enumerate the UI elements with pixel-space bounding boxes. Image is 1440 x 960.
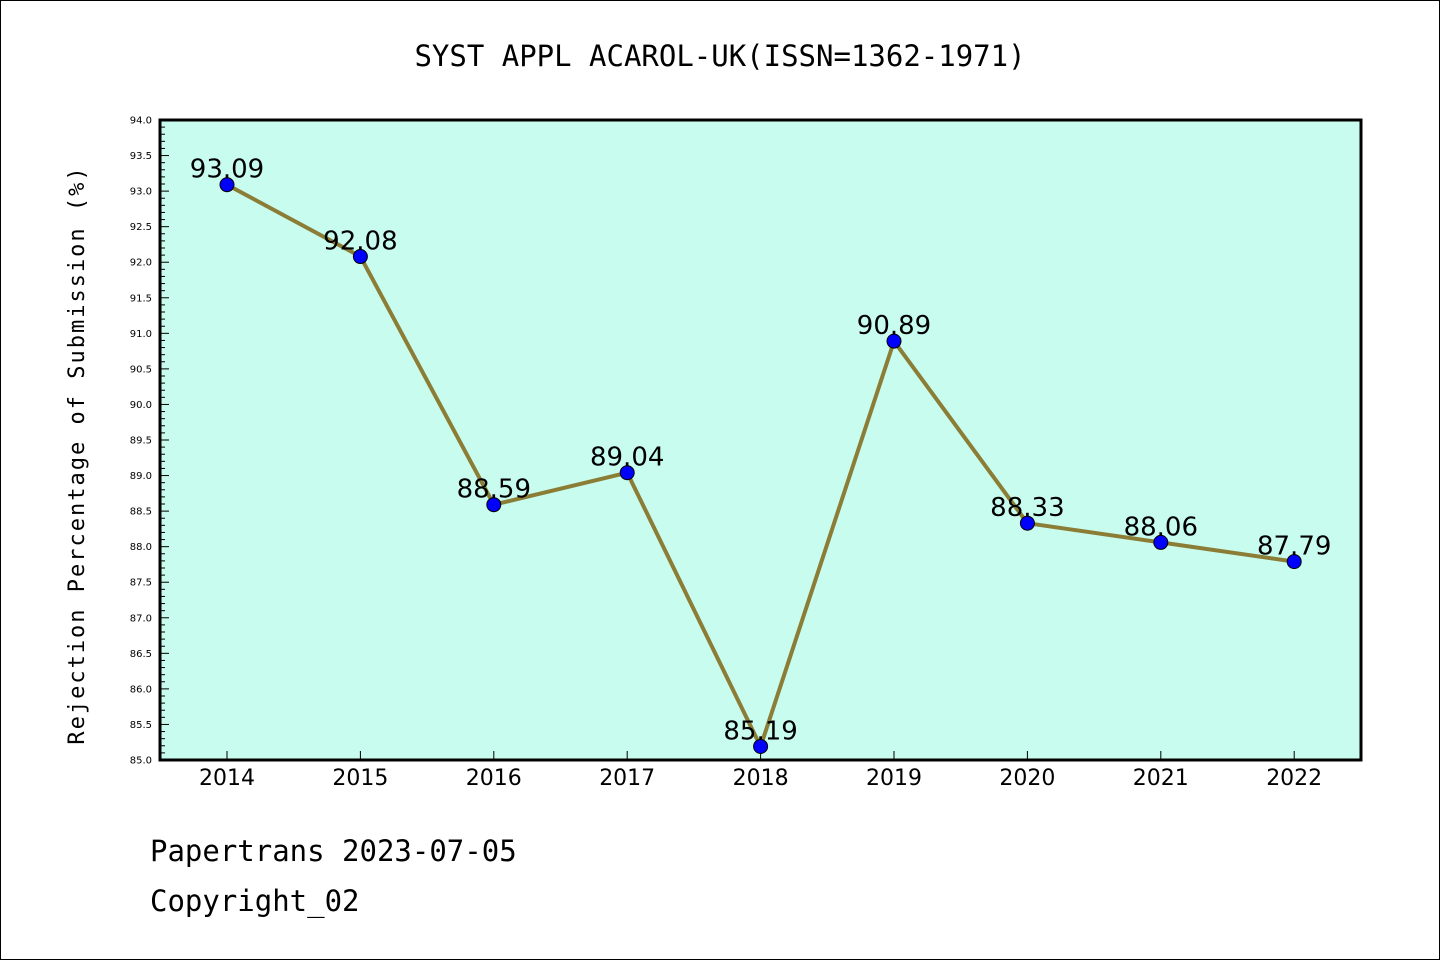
y-tick-label: 91.0 xyxy=(130,329,152,340)
data-label: 88.06 xyxy=(1124,512,1198,542)
data-label: 88.59 xyxy=(457,475,531,505)
chart-title: SYST APPL ACAROL-UK(ISSN=1362-1971) xyxy=(414,39,1025,73)
data-point xyxy=(486,497,502,513)
x-tick-label: 2014 xyxy=(199,766,255,791)
y-tick-label: 90.5 xyxy=(130,364,152,375)
x-tick-label: 2022 xyxy=(1266,766,1322,791)
data-label: 87.79 xyxy=(1257,532,1331,562)
y-tick-label: 86.0 xyxy=(130,684,152,695)
data-point xyxy=(619,465,635,481)
x-axis-ticks: 2014 2015 2016 2017 2018 2019 2020 2021 2022 xyxy=(199,751,1322,791)
data-label: 93.09 xyxy=(190,155,264,185)
data-label: 89.04 xyxy=(590,443,664,473)
y-tick-label: 93.5 xyxy=(130,151,152,162)
y-tick-label: 87.5 xyxy=(130,578,152,589)
data-label: 90.89 xyxy=(857,311,931,341)
x-tick-label: 2017 xyxy=(599,766,655,791)
data-points xyxy=(219,177,1302,754)
y-axis-label: Rejection Percentage of Submission (%) xyxy=(65,165,90,744)
y-tick-label: 89.5 xyxy=(130,436,152,447)
y-tick-label: 85.5 xyxy=(130,720,152,731)
data-point xyxy=(219,177,235,193)
data-point xyxy=(352,249,368,265)
y-tick-label: 94.0 xyxy=(130,116,152,127)
data-point xyxy=(1019,515,1035,531)
y-tick-label: 92.5 xyxy=(130,222,152,233)
y-tick-label: 92.0 xyxy=(130,258,152,269)
data-point xyxy=(1153,534,1169,550)
y-tick-label: 85.0 xyxy=(130,756,152,767)
y-tick-label: 89.0 xyxy=(130,471,152,482)
data-point xyxy=(1286,554,1302,570)
y-tick-label: 90.0 xyxy=(130,400,152,411)
footer-copyright: Copyright_02 xyxy=(150,884,360,918)
y-tick-label: 93.0 xyxy=(130,187,152,198)
y-tick-label: 86.5 xyxy=(130,649,152,660)
x-tick-label: 2021 xyxy=(1133,766,1189,791)
data-label: 88.33 xyxy=(990,493,1064,523)
y-tick-label: 87.0 xyxy=(130,613,152,624)
plot-area xyxy=(160,120,1361,760)
x-tick-label: 2020 xyxy=(999,766,1055,791)
y-tick-label: 88.5 xyxy=(130,507,152,518)
x-tick-label: 2015 xyxy=(332,766,388,791)
footer-source: Papertrans 2023-07-05 xyxy=(150,834,517,868)
data-label: 85.19 xyxy=(723,716,797,746)
data-point xyxy=(886,333,902,349)
x-tick-label: 2019 xyxy=(866,766,922,791)
data-label: 92.08 xyxy=(323,227,397,257)
x-tick-label: 2018 xyxy=(733,766,789,791)
x-tick-label: 2016 xyxy=(466,766,522,791)
y-tick-label: 88.0 xyxy=(130,542,152,553)
data-labels: 93.09 92.08 88.59 89.04 85.19 90.89 88.33 88.06… xyxy=(190,155,1332,747)
y-tick-label: 91.5 xyxy=(130,293,152,304)
data-point xyxy=(753,738,769,754)
plot-border xyxy=(158,118,1363,762)
